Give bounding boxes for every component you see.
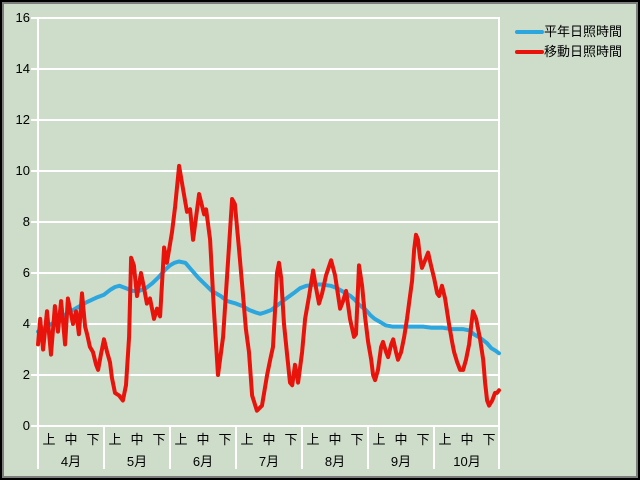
period-label: 下 [350,432,364,447]
period-label: 中 [328,432,342,447]
moving-line-swatch-icon [515,50,544,54]
month-label: 8月 [324,454,346,469]
period-label: 上 [42,432,56,447]
period-label: 上 [240,432,254,447]
legend-label-moving: 移動日照時間 [544,44,623,59]
legend-label-normal: 平年日照時間 [544,24,623,39]
month-label: 5月 [126,454,148,469]
period-label: 下 [152,432,166,447]
y-axis-label: 10 [15,163,30,178]
y-axis-label: 6 [22,265,30,280]
y-axis-label: 14 [15,61,30,76]
period-label: 中 [64,432,78,447]
legend: 平年日照時間 移動日照時間 [515,22,638,62]
period-label: 下 [86,432,100,447]
y-axis-label: 8 [22,214,30,229]
legend-item-normal: 平年日照時間 [515,22,638,42]
normal-line-swatch-icon [515,30,544,34]
period-label: 下 [218,432,232,447]
period-label: 上 [174,432,188,447]
legend-item-moving: 移動日照時間 [515,42,638,62]
period-label: 中 [460,432,474,447]
moving-sunshine-line [36,163,501,413]
month-label: 6月 [192,454,214,469]
y-axis-label: 16 [15,10,30,25]
period-label: 上 [372,432,386,447]
period-label: 中 [196,432,210,447]
period-label: 下 [416,432,430,447]
month-label: 10月 [453,454,481,469]
y-axis-label: 2 [22,367,30,382]
normal-sunshine-line [36,259,501,356]
period-label: 中 [130,432,144,447]
period-label: 中 [262,432,276,447]
period-label: 上 [306,432,320,447]
month-label: 7月 [258,454,280,469]
month-label: 9月 [390,454,412,469]
y-axis-label: 12 [15,112,30,127]
y-axis-label: 4 [22,316,30,331]
period-label: 下 [284,432,298,447]
period-label: 中 [394,432,408,447]
period-label: 上 [108,432,122,447]
month-label: 4月 [60,454,82,469]
period-label: 上 [438,432,452,447]
y-axis-label: 0 [22,418,30,433]
period-label: 下 [482,432,496,447]
